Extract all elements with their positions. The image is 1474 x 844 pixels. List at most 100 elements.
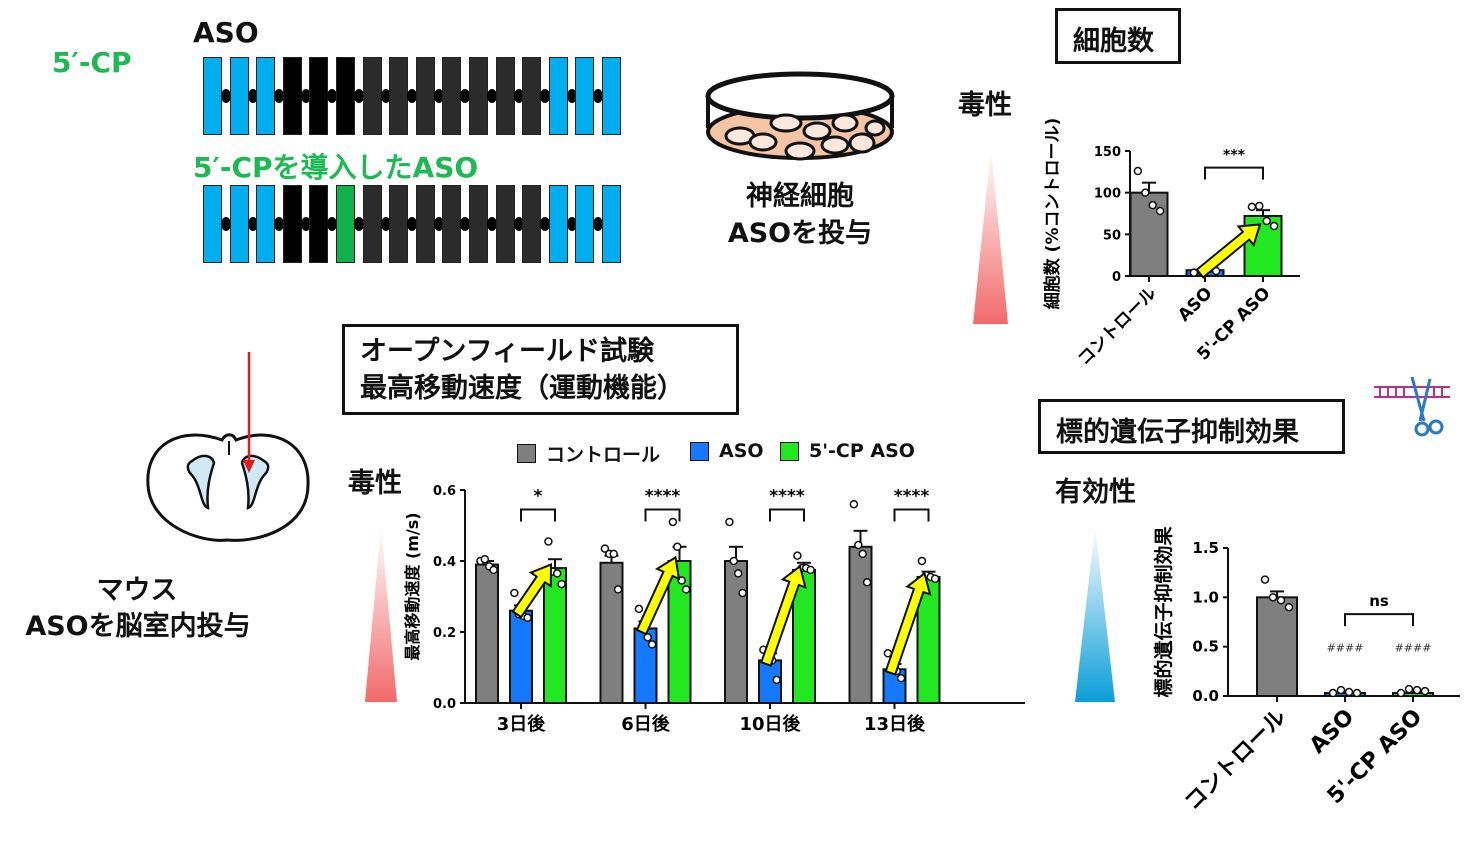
data-point [557, 579, 566, 589]
linkage-dot [300, 217, 311, 231]
efficacy-gradient-triangle [1075, 526, 1115, 702]
data-point [523, 613, 532, 623]
data-point [544, 537, 553, 546]
data-point [609, 549, 618, 559]
linkage-dot [274, 217, 285, 231]
data-point [849, 499, 859, 509]
data-point [480, 554, 490, 564]
nucleotide-wing [229, 57, 249, 135]
legend-aso: ASO [690, 440, 764, 462]
nucleotide-gap [469, 57, 488, 135]
linkage-dot [566, 217, 577, 231]
linkage-dot [221, 217, 231, 231]
linkage-dot [487, 217, 497, 231]
nucleotide-gap [362, 185, 382, 263]
y-tick-label: 50 [1103, 228, 1121, 243]
linkage-dot [354, 217, 364, 231]
modified-aso-strand [203, 185, 623, 265]
nucleotide-wing [602, 57, 621, 135]
yellow-arrow [884, 571, 932, 676]
linkage-dot [513, 217, 524, 231]
significance-label: **** [645, 487, 681, 507]
yellow-arrow [511, 563, 553, 619]
mouse-label: マウス [96, 575, 178, 606]
cell-count-title: 細胞数 [1055, 8, 1181, 64]
y-tick-label: 0 [1112, 270, 1121, 285]
nucleotide-gap [415, 57, 435, 135]
nucleotide-gap-dark [282, 57, 302, 135]
data-point [643, 633, 652, 642]
scissors-rna-icon [1374, 376, 1450, 437]
y-tick-label: 150 [1094, 145, 1121, 160]
legend-swatch [780, 441, 799, 461]
data-point [917, 556, 927, 566]
yellow-arrow [1195, 223, 1262, 279]
data-point [1284, 602, 1294, 612]
x-tick-label: コントロール [1180, 705, 1291, 816]
legend-label: コントロール [546, 444, 661, 466]
bar [724, 560, 748, 704]
data-point [854, 540, 863, 550]
data-point [613, 585, 623, 594]
significance-bracket [1344, 613, 1414, 627]
bar [543, 567, 567, 704]
data-point [634, 604, 644, 614]
aso-label: ASO [193, 16, 259, 49]
modified-aso-label: 5′-CPを導入したASO [193, 151, 479, 184]
data-point [668, 517, 678, 527]
data-point [772, 675, 781, 685]
significance-bracket [520, 508, 556, 522]
y-tick-label: 0.2 [433, 626, 456, 641]
max-speed-chart: 0.0 0.2 0.4 0.6 最高移動速度 (m/s) 3日後 * 6日後 **** 10日後 *… [403, 484, 1025, 735]
linkage-dot [460, 89, 471, 103]
linkage-dot [593, 217, 604, 231]
nucleotide-wing [256, 185, 276, 263]
data-point [930, 574, 940, 583]
legend-label: 5'-CP ASO [809, 440, 915, 462]
nucleotide-wing [575, 185, 595, 263]
significance-marker: #### [1327, 642, 1364, 655]
data-point [1276, 596, 1286, 605]
5cp-label: 5′-CP [52, 46, 132, 79]
data-point [1396, 688, 1406, 698]
x-tick-label: ASO [1174, 283, 1216, 325]
mouse-aso-label: ASOを脳室内投与 [25, 611, 251, 642]
y-tick-label: 0.4 [433, 555, 456, 570]
nucleotide-gap [495, 185, 515, 263]
x-tick-label: 3日後 [497, 713, 547, 735]
data-point [793, 551, 802, 560]
toxicity-label: 毒性 [958, 90, 1012, 121]
nucleotide-gap [362, 57, 382, 135]
data-point [600, 544, 610, 553]
data-point [896, 673, 906, 683]
yellow-arrow [635, 555, 681, 636]
linkage-dot [487, 89, 497, 103]
data-point [862, 578, 872, 587]
legend-control: コントロール [517, 440, 660, 467]
y-tick-label: 0.0 [433, 697, 456, 712]
x-tick-label: 13日後 [864, 713, 926, 735]
data-point [725, 517, 734, 527]
y-axis-label: 細胞数 (%コントロール) [1042, 118, 1063, 310]
toxicity-gradient-triangle-2 [365, 526, 397, 702]
data-point [1420, 686, 1430, 696]
significance-label: **** [769, 487, 805, 507]
significance-bracket [769, 508, 805, 522]
data-point [1344, 687, 1354, 697]
mouse-brain-icon [146, 352, 310, 542]
nucleotide-gap-dark [309, 57, 329, 135]
data-point [858, 549, 867, 559]
data-point [1404, 684, 1414, 694]
bar [599, 561, 624, 705]
y-tick-label: 0.0 [1192, 687, 1219, 705]
legend-swatch [690, 441, 709, 461]
linkage-dot [327, 89, 338, 103]
data-point [1255, 201, 1264, 211]
linkage-dot [433, 89, 444, 103]
data-point [1148, 200, 1157, 210]
bar [667, 560, 692, 704]
nucleotide-wing [256, 57, 276, 135]
x-tick-label: 10日後 [739, 713, 801, 735]
significance-bracket [893, 508, 930, 522]
